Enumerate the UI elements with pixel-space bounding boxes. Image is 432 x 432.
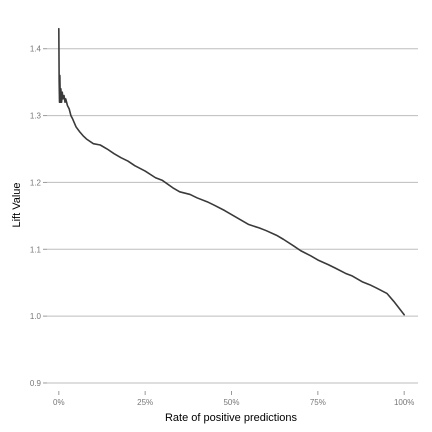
x-tick-label-2: 50% xyxy=(223,398,239,407)
x-tick-label-4: 100% xyxy=(394,398,414,407)
lift-series-line-0 xyxy=(58,27,405,316)
series-layer xyxy=(58,27,405,316)
y-axis-title: Lift Value xyxy=(11,182,23,227)
y-tick-label-1: 1.0 xyxy=(30,312,42,321)
grid-lines xyxy=(47,48,418,384)
y-tick-label-0: 0.9 xyxy=(30,379,42,388)
x-axis-title: Rate of positive predictions xyxy=(165,412,298,424)
y-tick-label-5: 1.4 xyxy=(30,45,42,54)
x-tick-label-0: 0% xyxy=(53,398,65,407)
y-tick-label-4: 1.3 xyxy=(30,112,42,121)
x-axis-ticks: 0% 25% 50% 75% 100% xyxy=(53,391,414,407)
x-tick-label-1: 25% xyxy=(137,398,153,407)
y-axis-ticks: 0.9 1.0 1.1 1.2 1.3 1.4 xyxy=(30,45,47,388)
y-tick-label-2: 1.1 xyxy=(30,245,42,254)
x-tick-label-3: 75% xyxy=(310,398,326,407)
y-tick-label-3: 1.2 xyxy=(30,178,42,187)
